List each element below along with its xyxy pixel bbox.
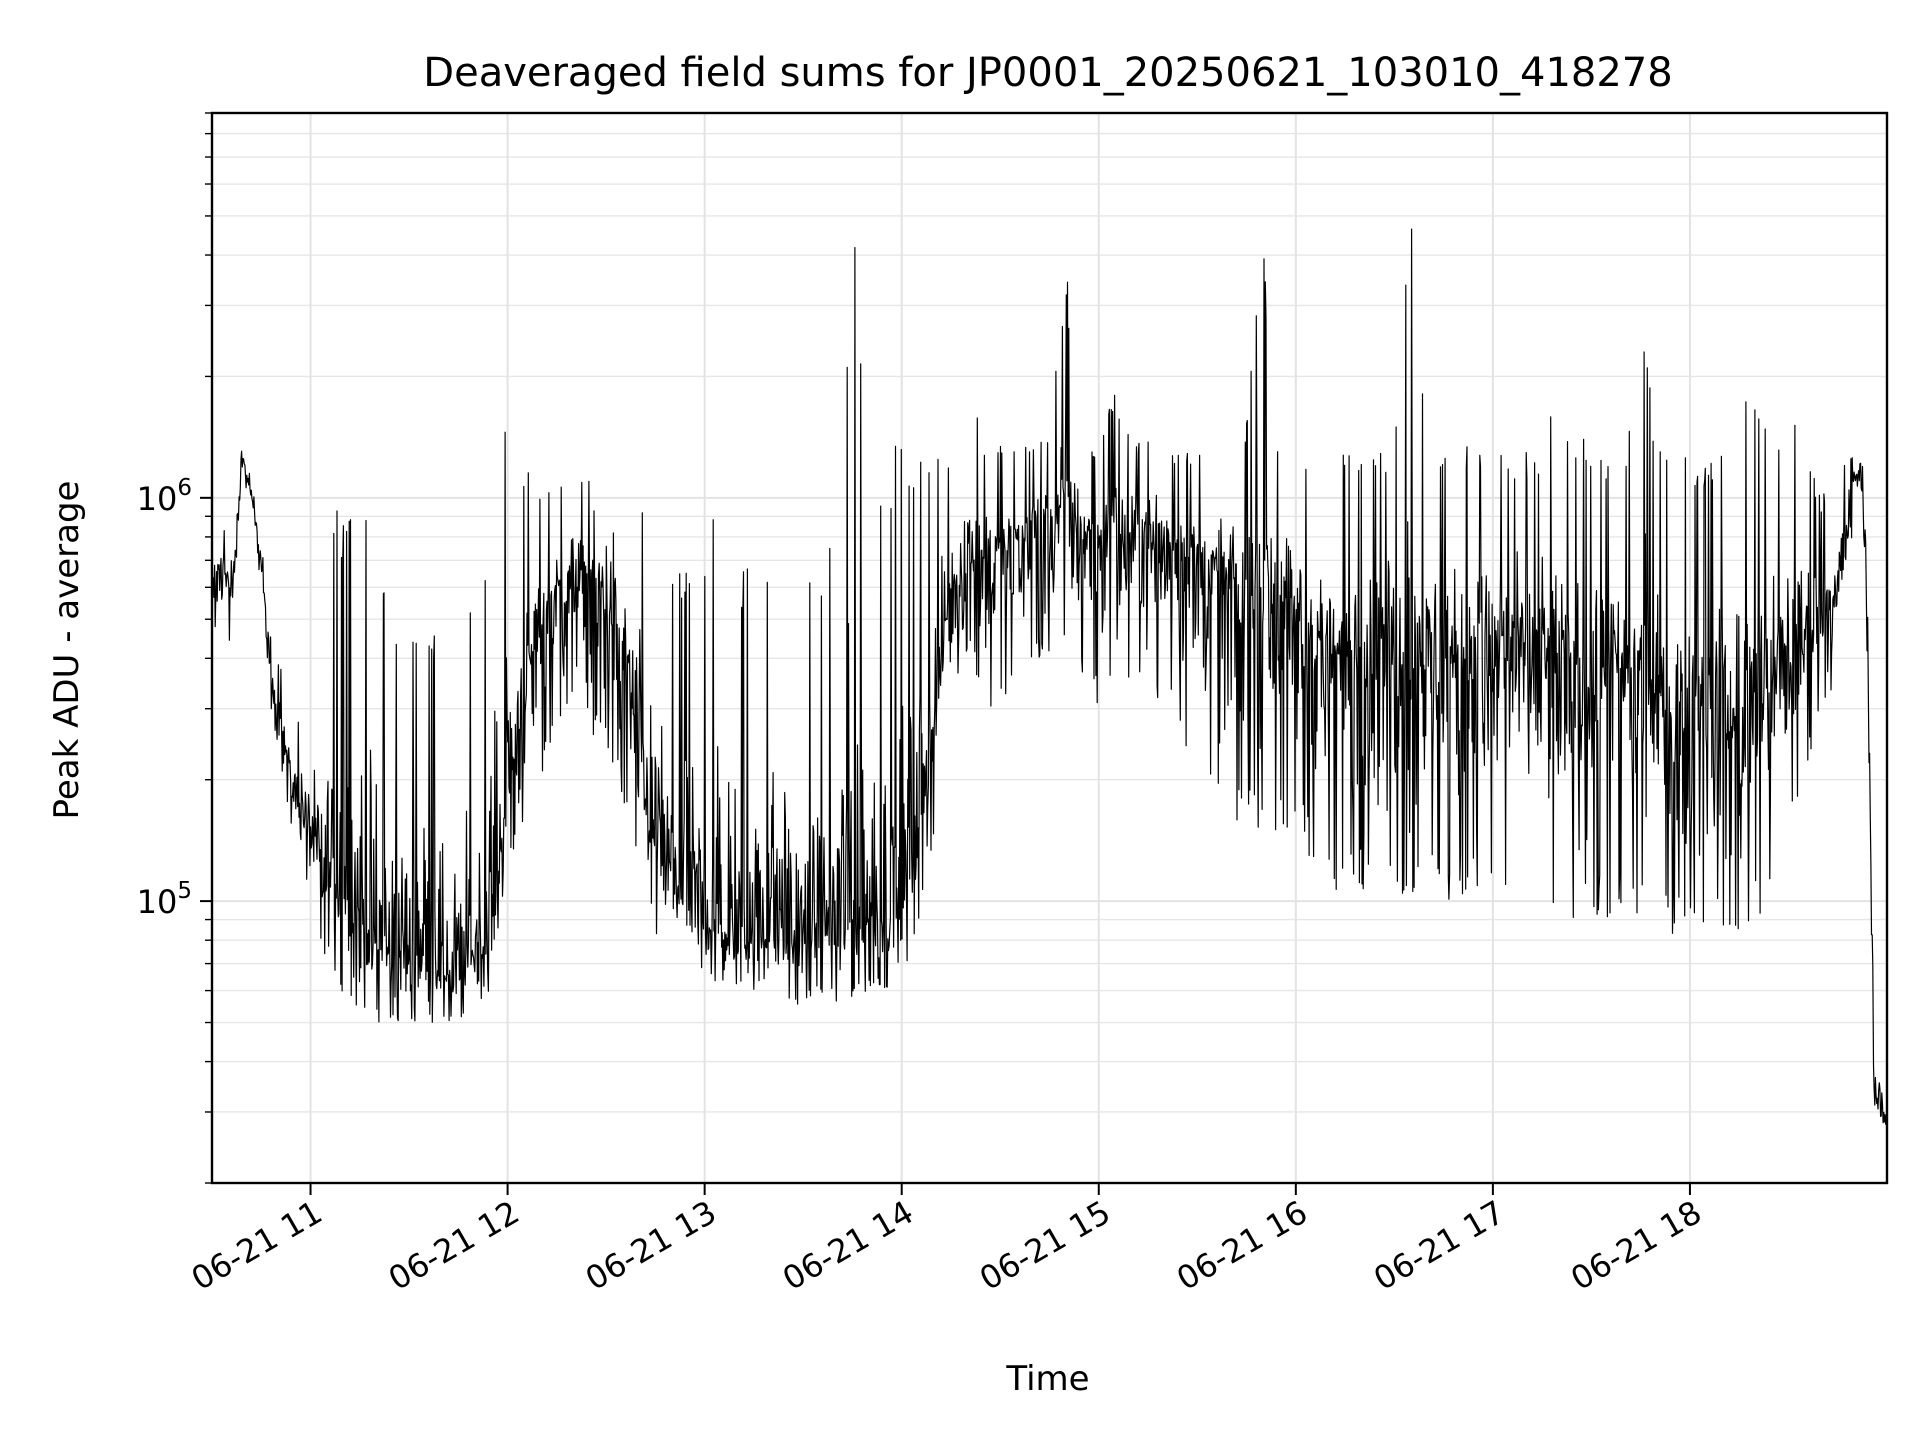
y-tick-label: 106 [137,475,192,518]
chart-title: Deaveraged field sums for JP0001_2025062… [423,50,1672,96]
y-axis-label: Peak ADU - average [47,481,87,820]
y-tick-label: 105 [137,878,192,921]
plot-area [211,228,1888,1127]
axes-frame [210,111,1889,1185]
x-axis-label: Time [1005,1359,1089,1399]
data-line [211,228,1888,1127]
